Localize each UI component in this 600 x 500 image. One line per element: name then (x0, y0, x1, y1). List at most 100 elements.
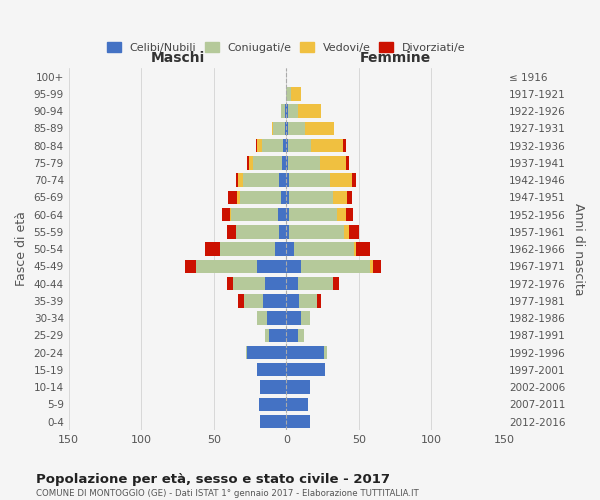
Bar (265, 277, 286, 290)
Bar (236, 225, 279, 238)
Bar (288, 156, 320, 170)
Bar (286, 380, 310, 394)
Bar (288, 139, 311, 152)
Bar (286, 294, 299, 308)
Bar (286, 346, 324, 360)
Bar (285, 122, 286, 135)
Bar (286, 156, 288, 170)
Bar (289, 225, 344, 238)
Bar (205, 242, 220, 256)
Bar (311, 139, 343, 152)
Bar (259, 398, 286, 411)
Bar (257, 260, 286, 273)
Bar (346, 208, 353, 222)
Bar (228, 190, 237, 204)
Text: COMUNE DI MONTOGGIO (GE) - Dati ISTAT 1° gennaio 2017 - Elaborazione TUTTITALIA.: COMUNE DI MONTOGGIO (GE) - Dati ISTAT 1°… (36, 489, 419, 498)
Bar (283, 139, 286, 152)
Bar (286, 190, 289, 204)
Bar (227, 277, 233, 290)
Bar (286, 328, 298, 342)
Bar (352, 174, 356, 187)
Bar (317, 294, 321, 308)
Bar (196, 260, 257, 273)
Bar (260, 415, 286, 428)
Bar (333, 190, 347, 204)
Bar (275, 242, 286, 256)
Bar (298, 328, 304, 342)
Bar (260, 380, 286, 394)
Bar (247, 156, 248, 170)
Bar (356, 242, 370, 256)
Bar (281, 190, 286, 204)
Bar (286, 174, 289, 187)
Bar (301, 260, 370, 273)
Bar (301, 312, 310, 325)
Bar (347, 190, 352, 204)
Bar (256, 139, 257, 152)
Bar (223, 208, 230, 222)
Bar (286, 277, 298, 290)
Bar (279, 174, 286, 187)
Bar (243, 174, 279, 187)
Bar (286, 208, 289, 222)
Bar (238, 294, 244, 308)
Bar (237, 190, 240, 204)
Bar (299, 294, 317, 308)
Bar (286, 104, 288, 118)
Bar (230, 208, 231, 222)
Bar (349, 225, 359, 238)
Bar (285, 104, 286, 118)
Bar (257, 139, 262, 152)
Bar (236, 174, 238, 187)
Bar (220, 242, 275, 256)
Bar (355, 242, 356, 256)
Bar (286, 242, 293, 256)
Bar (248, 156, 253, 170)
Bar (305, 122, 334, 135)
Bar (278, 208, 286, 222)
Bar (265, 328, 269, 342)
Bar (273, 122, 285, 135)
Bar (262, 139, 283, 152)
Bar (298, 104, 321, 118)
Bar (269, 328, 286, 342)
Bar (320, 156, 346, 170)
Bar (343, 139, 346, 152)
Bar (293, 242, 355, 256)
Bar (227, 225, 236, 238)
Bar (268, 312, 286, 325)
Bar (373, 260, 380, 273)
Y-axis label: Anni di nascita: Anni di nascita (572, 203, 585, 296)
Bar (257, 312, 268, 325)
Bar (185, 260, 196, 273)
Bar (298, 277, 333, 290)
Bar (289, 174, 330, 187)
Bar (253, 156, 282, 170)
Bar (290, 87, 301, 101)
Bar (324, 346, 327, 360)
Bar (289, 190, 333, 204)
Bar (238, 174, 243, 187)
Bar (231, 208, 278, 222)
Bar (289, 208, 337, 222)
Bar (286, 363, 325, 376)
Bar (281, 104, 285, 118)
Bar (257, 363, 286, 376)
Text: Maschi: Maschi (151, 52, 205, 66)
Bar (233, 277, 265, 290)
Bar (288, 122, 305, 135)
Bar (286, 260, 301, 273)
Bar (263, 294, 286, 308)
Bar (344, 225, 349, 238)
Bar (286, 312, 301, 325)
Legend: Celibi/Nubili, Coniugati/e, Vedovi/e, Divorziati/e: Celibi/Nubili, Coniugati/e, Vedovi/e, Di… (103, 38, 470, 57)
Text: Popolazione per età, sesso e stato civile - 2017: Popolazione per età, sesso e stato civil… (36, 472, 390, 486)
Y-axis label: Fasce di età: Fasce di età (15, 212, 28, 286)
Bar (337, 208, 346, 222)
Bar (288, 104, 298, 118)
Text: Femmine: Femmine (359, 52, 431, 66)
Bar (282, 156, 286, 170)
Bar (286, 225, 289, 238)
Bar (244, 294, 263, 308)
Bar (247, 346, 286, 360)
